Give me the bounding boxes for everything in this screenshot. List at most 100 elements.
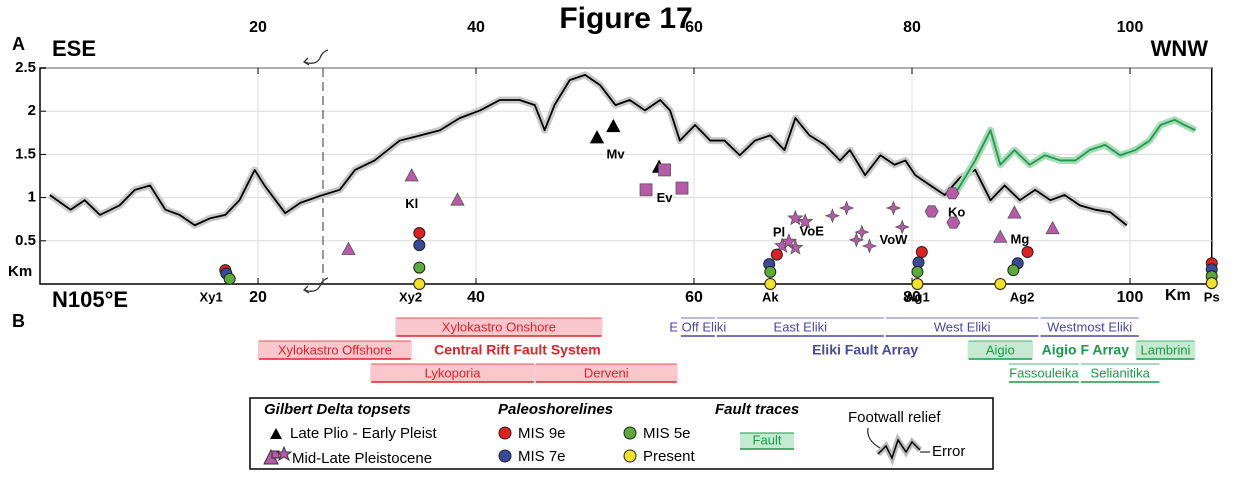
topset-marker xyxy=(861,238,878,254)
legend-leader xyxy=(867,427,881,449)
topset-marker xyxy=(824,208,841,224)
fault-label: Selianitika xyxy=(1091,365,1151,380)
topset-marker xyxy=(780,233,798,249)
shoreline-marker xyxy=(915,246,928,259)
x-tick-label: 60 xyxy=(685,19,703,36)
site-label: Mv xyxy=(606,147,625,162)
legend-label: MIS 5e xyxy=(643,425,691,442)
x-tick-label: 80 xyxy=(903,289,921,306)
shoreline-marker xyxy=(1007,264,1020,277)
fault-label: Fassouleika xyxy=(1009,365,1079,380)
topset-marker xyxy=(924,205,939,218)
legend-symbol xyxy=(270,428,282,439)
site-label: Mg xyxy=(1011,231,1030,246)
error-band xyxy=(47,71,1129,229)
shoreline-marker xyxy=(911,278,924,290)
fault-group-label: Aigio F Array xyxy=(1042,342,1130,358)
y-tick-label: 2 xyxy=(28,102,36,119)
y-tick-label: 0.5 xyxy=(15,232,36,249)
relief-line xyxy=(49,74,1128,227)
fault-group-label: Eliki Fault Array xyxy=(812,342,918,358)
legend-title: Paleoshorelines xyxy=(498,401,613,418)
x-tick-label: 40 xyxy=(467,289,485,306)
x-tick-label: 100 xyxy=(1117,289,1144,306)
legend-label: Mid-Late Pleistocene xyxy=(292,450,432,467)
x-unit: Km xyxy=(1165,287,1191,304)
legend-title: Fault traces xyxy=(715,401,799,418)
topset-marker xyxy=(993,229,1008,243)
site-label: VoW xyxy=(880,232,909,247)
topset-marker xyxy=(658,163,671,177)
topset-marker xyxy=(589,130,605,144)
topset-marker xyxy=(1045,220,1060,235)
topset-marker xyxy=(606,118,621,133)
x-tick-label: 80 xyxy=(903,19,921,36)
shoreline-marker xyxy=(911,265,924,278)
direction-label: WNW xyxy=(1151,36,1209,61)
fault-bar xyxy=(370,364,535,382)
station-label: Ak xyxy=(762,289,779,304)
site-label: VoE xyxy=(800,224,825,239)
topset-marker xyxy=(838,200,855,216)
topset-marker xyxy=(854,224,870,240)
legend-symbol xyxy=(623,426,637,440)
shoreline-marker xyxy=(994,278,1007,290)
shoreline-marker xyxy=(1021,246,1034,259)
panel-label: B xyxy=(12,311,25,331)
fault-label: Xylokastro Onshore xyxy=(442,319,556,334)
topset-marker xyxy=(885,200,902,216)
fault-group-label: Central Rift Fault System xyxy=(434,342,600,358)
legend-label: Present xyxy=(643,448,696,465)
topset-marker xyxy=(639,183,653,197)
x-tick-label: 100 xyxy=(1117,19,1144,36)
legend-symbol xyxy=(271,450,280,459)
fault-label: E Off Eliki xyxy=(669,319,726,334)
topset-marker xyxy=(787,209,804,226)
topset-marker xyxy=(848,232,865,248)
x-tick-label: 60 xyxy=(685,289,703,306)
station-label: Ag2 xyxy=(1010,289,1035,304)
legend-label: Fault xyxy=(753,432,782,447)
shoreline-marker xyxy=(764,278,777,290)
shoreline-marker xyxy=(413,278,426,290)
x-tick-label: 20 xyxy=(249,19,267,36)
fault-bar xyxy=(258,341,412,359)
fault-label: Lambrini xyxy=(1140,342,1190,357)
y-tick-label: 2.5 xyxy=(15,59,36,76)
direction-label: ESE xyxy=(52,36,96,61)
site-label: Pl xyxy=(773,224,785,239)
shoreline-marker xyxy=(770,248,783,261)
x-tick-label: 40 xyxy=(467,19,485,36)
fault-label: Lykoporia xyxy=(425,365,482,380)
station-label: Ag1 xyxy=(905,289,930,304)
shoreline-marker xyxy=(764,265,777,278)
relief-line xyxy=(953,118,1196,196)
topset-marker xyxy=(1007,205,1022,219)
break-arrow xyxy=(302,49,329,66)
legend-relief xyxy=(877,438,921,460)
legend-box xyxy=(249,397,994,470)
legend-fault xyxy=(740,433,794,449)
fault-label: East Eliki xyxy=(774,319,828,334)
site-label: Ko xyxy=(948,205,965,220)
fault-bar xyxy=(967,341,1033,359)
fault-label: Derveni xyxy=(584,365,629,380)
legend-label: MIS 9e xyxy=(518,425,566,442)
legend-label: Footwall relief xyxy=(848,409,941,426)
fault-bar xyxy=(534,364,678,382)
legend-label: Error xyxy=(932,443,965,460)
topset-marker xyxy=(404,168,419,182)
fault-bar xyxy=(1135,341,1196,359)
y-tick-label: 1.5 xyxy=(15,145,36,162)
site-label: Ev xyxy=(657,190,674,205)
station-label: Xy2 xyxy=(399,289,422,304)
fault-label: Westmost Eliki xyxy=(1047,319,1132,334)
topset-marker xyxy=(946,216,961,229)
shoreline-marker xyxy=(1205,277,1218,290)
legend-label: Late Plio - Early Pleist xyxy=(290,425,438,442)
station-label: Xy1 xyxy=(200,289,223,304)
legend-symbol xyxy=(498,426,512,440)
legend-symbol xyxy=(623,449,637,463)
break-arrow xyxy=(302,277,329,294)
panel-label: A xyxy=(12,34,25,54)
